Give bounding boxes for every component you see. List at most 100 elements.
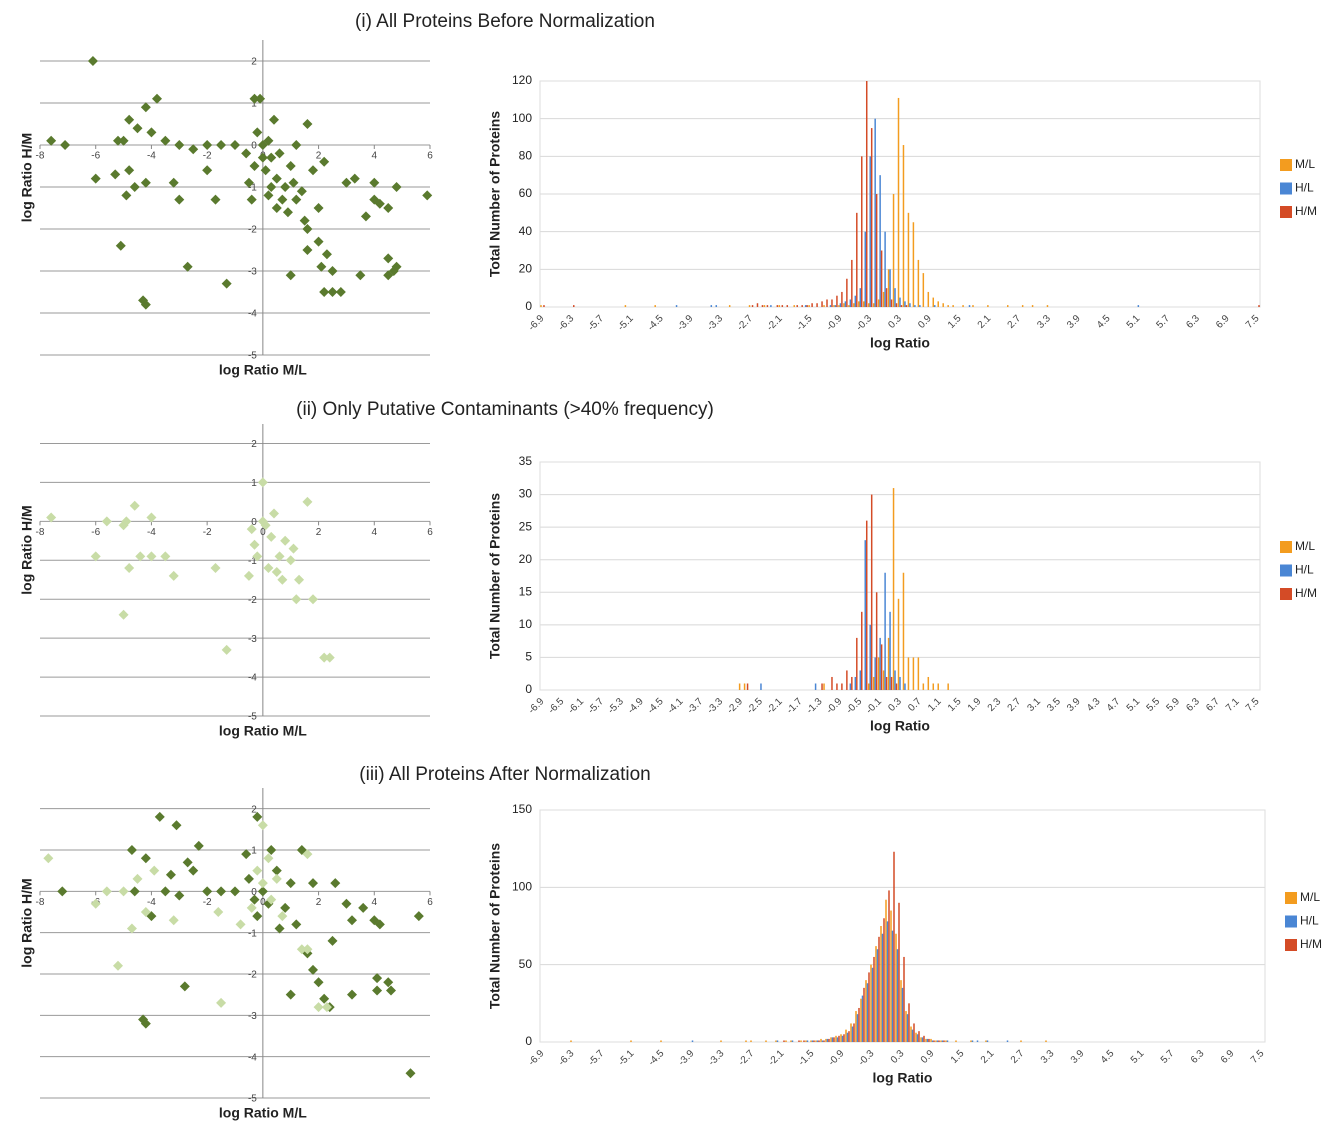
bar [848, 1031, 850, 1042]
point [146, 512, 157, 523]
x-tick-label: 5.1 [1129, 1048, 1147, 1066]
bar [875, 194, 878, 307]
bar [877, 299, 880, 307]
x-tick-label: 3.5 [1045, 696, 1063, 714]
x-tick-label: -6.5 [546, 696, 566, 716]
point [391, 182, 402, 192]
bar [904, 683, 906, 690]
point [257, 152, 268, 163]
bar [785, 1040, 787, 1042]
point [90, 898, 101, 909]
bar [849, 299, 852, 307]
bar [927, 291, 930, 307]
bar [867, 303, 870, 307]
bar [825, 1038, 827, 1042]
bar [830, 1037, 832, 1042]
bar [918, 1031, 920, 1042]
bar [892, 194, 895, 307]
y-tick-label: 150 [512, 802, 532, 816]
point [308, 964, 318, 975]
x-tick-label: 3.1 [1025, 696, 1043, 714]
x-tick-label: -2.1 [765, 696, 785, 716]
bar [800, 1040, 802, 1042]
x-tick-label: -0.3 [857, 1048, 877, 1068]
y-tick-label: 60 [519, 186, 533, 200]
bar [871, 967, 874, 1042]
bar [987, 305, 989, 307]
bar [715, 305, 718, 307]
y-axis-label: log Ratio H/M [19, 505, 35, 594]
point [121, 190, 132, 201]
bar [831, 676, 833, 690]
bar [952, 305, 954, 307]
point [386, 985, 396, 996]
bar [840, 1034, 842, 1042]
x-tick-label: -4.5 [647, 1048, 667, 1068]
x-tick-label: 6.9 [1214, 313, 1232, 331]
x-tick-label: 5.9 [1164, 696, 1182, 714]
point [271, 566, 282, 577]
bar [796, 305, 798, 307]
point [335, 287, 346, 297]
point [60, 140, 71, 150]
bar [821, 683, 823, 690]
bar [885, 676, 888, 690]
point [168, 570, 179, 581]
section-title: (iii) All Proteins After Normalization [359, 764, 650, 785]
point [246, 524, 257, 535]
bar [875, 592, 878, 690]
x-tick-label: -2.7 [737, 1048, 757, 1068]
y-tick-label: 1 [251, 846, 257, 857]
point [330, 878, 341, 889]
point [266, 894, 277, 905]
x-tick-label: 6.7 [1204, 696, 1222, 714]
bar [856, 637, 858, 690]
point [302, 224, 313, 234]
point [266, 531, 277, 542]
x-tick-label: -6.3 [556, 313, 576, 333]
bar [971, 1040, 974, 1042]
point [324, 652, 335, 663]
x-tick-label: 0 [260, 897, 266, 908]
point [243, 177, 254, 188]
point [140, 299, 151, 310]
y-tick-label: 80 [519, 149, 533, 163]
bar [745, 1040, 747, 1042]
point [288, 177, 299, 188]
point [285, 989, 296, 1000]
bar [901, 987, 904, 1042]
bar [761, 305, 764, 307]
point [383, 977, 394, 988]
bar [751, 305, 754, 307]
point [132, 873, 143, 884]
bar [897, 97, 900, 307]
point [282, 207, 293, 218]
bar [865, 81, 868, 307]
bar [877, 657, 880, 690]
bar [883, 918, 885, 1042]
y-tick-label: 25 [519, 519, 533, 533]
y-tick-label: -3 [248, 1011, 257, 1022]
point [118, 609, 129, 620]
bar [790, 1040, 792, 1042]
x-tick-label: -3.7 [685, 696, 705, 716]
bar [874, 118, 876, 308]
bar [1021, 305, 1024, 307]
bar [654, 305, 656, 307]
point [383, 270, 394, 281]
point [296, 944, 307, 955]
point [405, 1068, 416, 1079]
bar [895, 933, 897, 1042]
x-tick-label: 6.3 [1184, 313, 1202, 331]
bar [955, 1040, 957, 1042]
bar [861, 611, 863, 690]
point [302, 944, 313, 955]
point [321, 1002, 332, 1013]
bar [823, 683, 825, 690]
x-tick-label: -6 [91, 527, 100, 538]
x-tick-label: -2.7 [735, 313, 755, 333]
y-tick-label: -4 [248, 309, 257, 320]
bar [826, 1038, 829, 1042]
point [271, 203, 282, 213]
bar [897, 598, 900, 690]
